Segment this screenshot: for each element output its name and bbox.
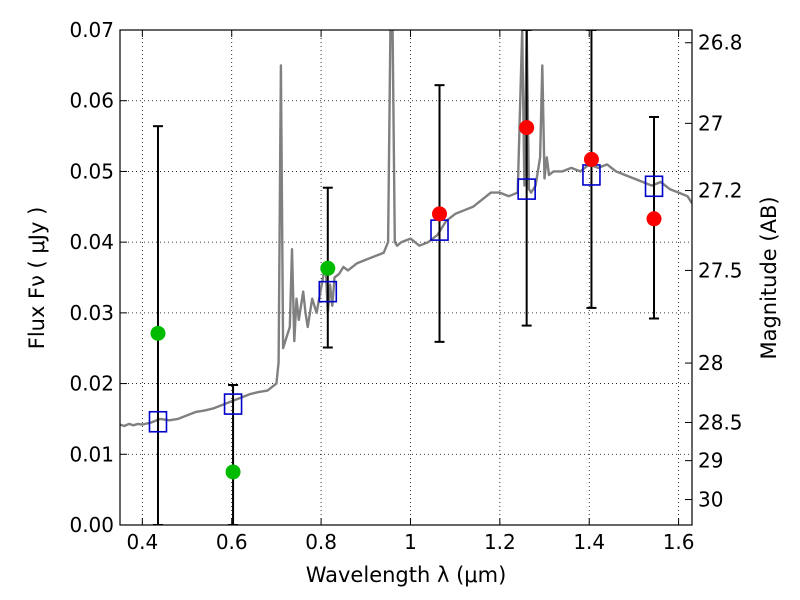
green-data-point [320,260,336,276]
y-tick-label: 0.01 [69,442,114,466]
x-tick-label: 1 [404,530,417,554]
red-data-point [646,211,662,227]
y-tick-label: 0.04 [69,230,114,254]
x-axis-label: Wavelength λ (μm) [306,563,507,587]
model-photometry-square [318,280,338,303]
y2-tick-label: 27 [698,111,723,135]
green-data-point [150,325,166,341]
y-tick-label: 0.05 [69,159,114,183]
x-tick-label: 0.8 [305,530,337,554]
x-tick-label: 0.6 [216,530,248,554]
x-tick-label: 1.6 [663,530,695,554]
plot-area [120,30,692,525]
plot-frame [119,29,693,526]
model-photometry-square [148,410,168,433]
y2-tick-label: 30 [698,488,723,512]
y-tick-label: 0.02 [69,372,114,396]
x-tick-label: 1.2 [484,530,516,554]
y2-tick-label: 27.5 [698,258,743,282]
y-axis-label: Flux Fν ( μJy ) [25,207,49,350]
y-tick-label: 0.03 [69,301,114,325]
y2-tick-label: 26.8 [698,31,743,55]
y2-tick-label: 29 [698,449,723,473]
grid-lines [120,29,692,526]
model-photometry-square [644,175,664,198]
y-tick-label: 0.00 [69,513,114,537]
x-tick-label: 1.4 [573,530,605,554]
green-data-point [225,464,241,480]
model-spectrum-line [120,30,692,428]
model-photometry-square [517,178,536,200]
axis-ticks: 0.4 0.6 0.8 1 1.2 1.4 1.6 0.00 0.01 0.02 0.03 0.04 0… [69,18,742,554]
x-tick-label: 0.4 [126,530,158,554]
y2-tick-label: 28.5 [698,410,743,434]
model-photometry-square [223,393,243,415]
red-data-point [519,120,535,136]
y-tick-label: 0.06 [69,89,114,113]
y2-tick-label: 27.2 [698,179,743,203]
y2-axis-label: Magnitude (AB) [757,196,781,359]
y-tick-label: 0.07 [69,18,114,42]
red-data-point [432,206,448,222]
y2-tick-label: 28 [698,351,723,375]
red-data-point [583,151,599,167]
